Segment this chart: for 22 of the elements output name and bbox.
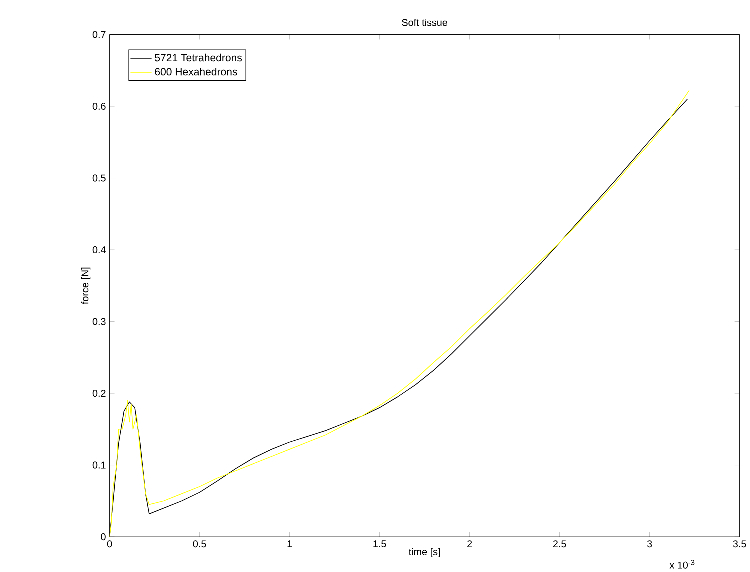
x-tick-label: 3 xyxy=(647,540,652,548)
x-tick-label: 2.5 xyxy=(553,540,566,548)
legend-label: 600 Hexahedrons xyxy=(155,68,238,76)
y-tick-label: 0.5 xyxy=(92,174,106,182)
x-axis-title: time [s] xyxy=(409,548,440,558)
text: x 10$^{-3}$ xyxy=(670,560,695,569)
y-tick-label: 0.7 xyxy=(92,31,106,38)
y-tick-label: 0.1 xyxy=(92,462,106,469)
y-tick-label: 0 xyxy=(101,533,106,540)
chart-title: Soft tissue xyxy=(402,18,448,26)
y-tick-label: 0.6 xyxy=(92,102,106,110)
x-tick-label: 1.5 xyxy=(374,540,386,548)
x-tick-label: 1 xyxy=(288,540,292,548)
y-tick-label: 0.4 xyxy=(92,246,106,254)
x-tick-label: 3.5 xyxy=(733,540,746,548)
x-tick-label: 2 xyxy=(468,540,472,548)
legend-label: 5721 Tetrahedrons xyxy=(155,54,242,62)
x-tick-label: 0 xyxy=(107,540,112,548)
x-tick-label: 0.5 xyxy=(193,540,206,548)
y-axis-title: force [N] xyxy=(81,268,91,304)
y-tick-label: 0.3 xyxy=(92,318,106,326)
y-tick-label: 0.2 xyxy=(92,390,106,397)
